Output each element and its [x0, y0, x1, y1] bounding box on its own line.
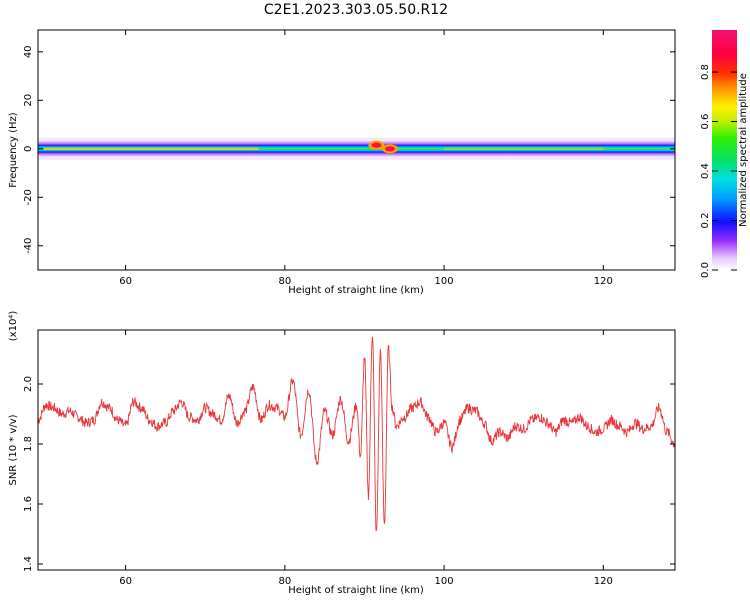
colorbar-tick-label: 0.6 [700, 114, 711, 130]
y-tick-label: -40 [23, 238, 34, 254]
x-tick-label: 80 [278, 276, 291, 287]
x-tick-label: 80 [278, 576, 291, 587]
y-tick-label: 20 [23, 94, 34, 107]
snr-y-ticks: 1.4 1.6 1.8 2.0 [23, 376, 675, 572]
x-tick-label: 120 [594, 576, 613, 587]
colorbar-label: Normalized spectral amplitude [738, 73, 749, 227]
ridge-peak-core [371, 142, 382, 148]
colorbar-tick-label: 0.2 [700, 213, 711, 229]
x-tick-label: 120 [594, 276, 613, 287]
colorbar-tick-label: 0.8 [700, 64, 711, 80]
snr-plot-area [38, 330, 675, 570]
y-tick-label: 2.0 [23, 376, 34, 392]
ridge-band [38, 140, 675, 157]
colorbar-tick-label: 0.4 [700, 163, 711, 179]
snr-scale-label: (x10⁴) [8, 311, 19, 342]
heatmap-panel: 60 80 100 120 -40 -20 0 20 40 Height of straigh… [8, 29, 676, 296]
snr-y-label: SNR (10 * v/v) [8, 414, 19, 485]
y-tick-label: 1.4 [23, 556, 34, 572]
y-tick-label: -20 [23, 189, 34, 205]
y-tick-label: 40 [23, 45, 34, 58]
x-tick-label: 60 [119, 576, 132, 587]
y-tick-label: 0 [23, 146, 34, 152]
colorbar-tick-label: 0.0 [700, 262, 711, 278]
snr-x-ticks: 60 80 100 120 [119, 330, 613, 587]
heatmap-x-label: Height of straight line (km) [288, 285, 424, 296]
ridge-core [44, 147, 259, 150]
snr-panel: 60 80 100 120 1.4 1.6 1.8 2.0 Height of straig… [8, 311, 676, 596]
heatmap-y-ticks: -40 -20 0 20 40 [23, 45, 675, 254]
heatmap-x-ticks: 60 80 100 120 [119, 30, 613, 287]
y-tick-label: 1.6 [23, 496, 34, 512]
colorbar: 0.0 0.2 0.4 0.6 0.8 Normalized spectral ampl… [700, 30, 749, 278]
heatmap-y-label: Frequency (Hz) [8, 112, 19, 188]
colorbar-gradient [712, 30, 737, 270]
chart-title: C2E1.2023.303.05.50.R12 [264, 2, 448, 18]
ridge-core [444, 147, 604, 150]
snr-x-label: Height of straight line (km) [288, 585, 424, 596]
heatmap-frame [37, 29, 676, 271]
heatmap-ridge [38, 137, 675, 160]
x-tick-label: 100 [435, 576, 454, 587]
snr-frame [37, 329, 676, 571]
colorbar-ticks: 0.0 0.2 0.4 0.6 0.8 [700, 64, 737, 278]
x-tick-label: 60 [119, 276, 132, 287]
y-tick-label: 1.8 [23, 436, 34, 452]
x-tick-label: 100 [435, 276, 454, 287]
ridge-peak-core [384, 146, 395, 152]
snr-series-line [38, 336, 675, 531]
